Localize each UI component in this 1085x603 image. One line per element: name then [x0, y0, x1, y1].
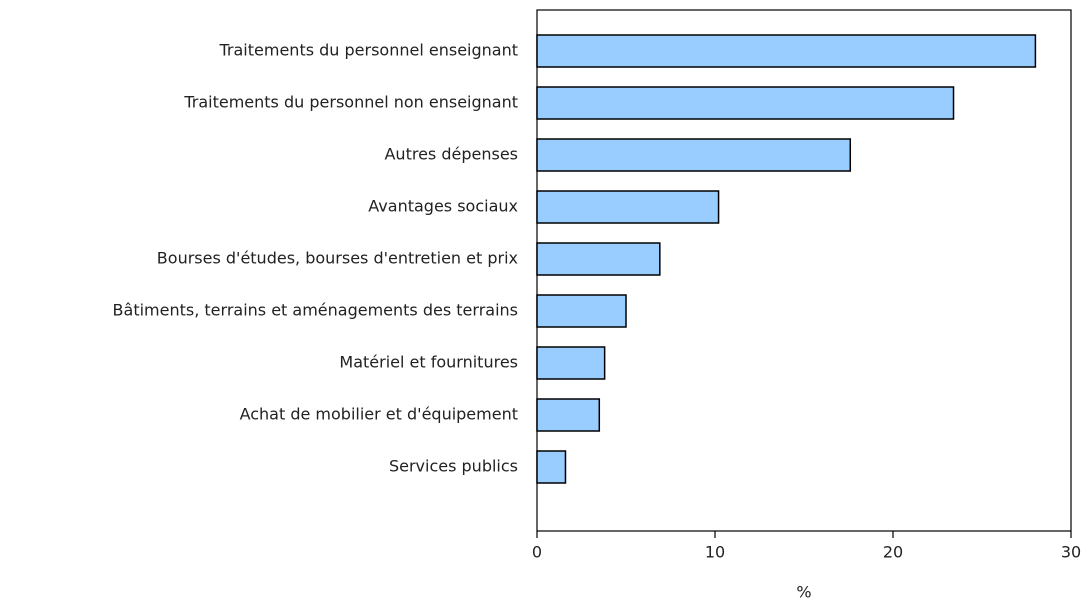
y-tick-label: Autres dépenses — [384, 145, 518, 164]
bar — [536, 294, 627, 328]
x-tick-label: 0 — [532, 543, 542, 562]
bar — [536, 86, 955, 120]
y-tick-label: Avantages sociaux — [368, 197, 518, 216]
x-tick-label: 10 — [705, 543, 725, 562]
bar — [536, 138, 852, 172]
y-tick-label: Matériel et fournitures — [339, 353, 518, 372]
bar — [536, 190, 720, 224]
bar — [536, 346, 606, 380]
bar — [536, 34, 1037, 68]
bar — [536, 398, 601, 432]
y-tick-label: Bourses d'études, bourses d'entretien et… — [157, 249, 518, 268]
bar — [536, 242, 661, 276]
y-tick-label: Achat de mobilier et d'équipement — [240, 405, 518, 424]
y-tick-label: Traitements du personnel non enseignant — [183, 93, 518, 112]
x-tick-label: 20 — [883, 543, 903, 562]
y-tick-label: Traitements du personnel enseignant — [219, 41, 519, 60]
x-tick-label: 30 — [1061, 543, 1081, 562]
bar — [536, 450, 567, 484]
y-tick-label: Services publics — [389, 457, 518, 476]
y-tick-label: Bâtiments, terrains et aménagements des … — [113, 301, 518, 320]
x-axis-label: % — [796, 583, 811, 602]
